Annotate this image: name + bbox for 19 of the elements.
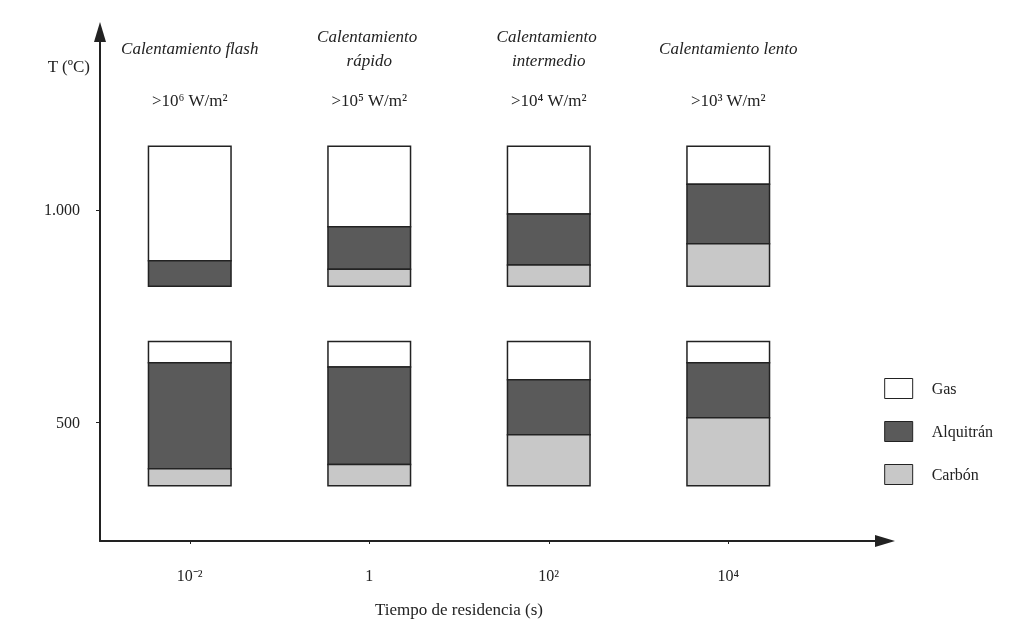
x-tick-label: 10⁴ — [717, 566, 740, 584]
annotation: >10⁵ W/m² — [331, 90, 408, 110]
annotation: Calentamiento rápido — [317, 26, 422, 70]
y-axis-title: T (ºC) — [47, 57, 90, 76]
annotation: Calentamiento flash — [121, 38, 259, 58]
legend-label: Gas — [931, 380, 957, 397]
x-axis-title: Tiempo de residencia (s) — [375, 600, 543, 619]
y-tick-label: 500 — [56, 413, 80, 431]
x-tick-label: 10² — [538, 566, 560, 584]
y-tick-label: 1.000 — [44, 201, 80, 219]
annotation: >10³ W/m² — [690, 90, 766, 110]
x-tick-label: 10⁻² — [176, 566, 203, 584]
annotation: Calentamiento lento — [659, 38, 798, 58]
legend-label: Alquitrán — [931, 423, 994, 441]
annotation: >10⁶ W/m² — [151, 90, 228, 110]
annotation: >10⁴ W/m² — [510, 90, 587, 110]
legend-label: Carbón — [931, 466, 979, 483]
x-tick-label: 1 — [365, 566, 374, 584]
annotation: Calentamiento intermedio — [496, 26, 601, 70]
